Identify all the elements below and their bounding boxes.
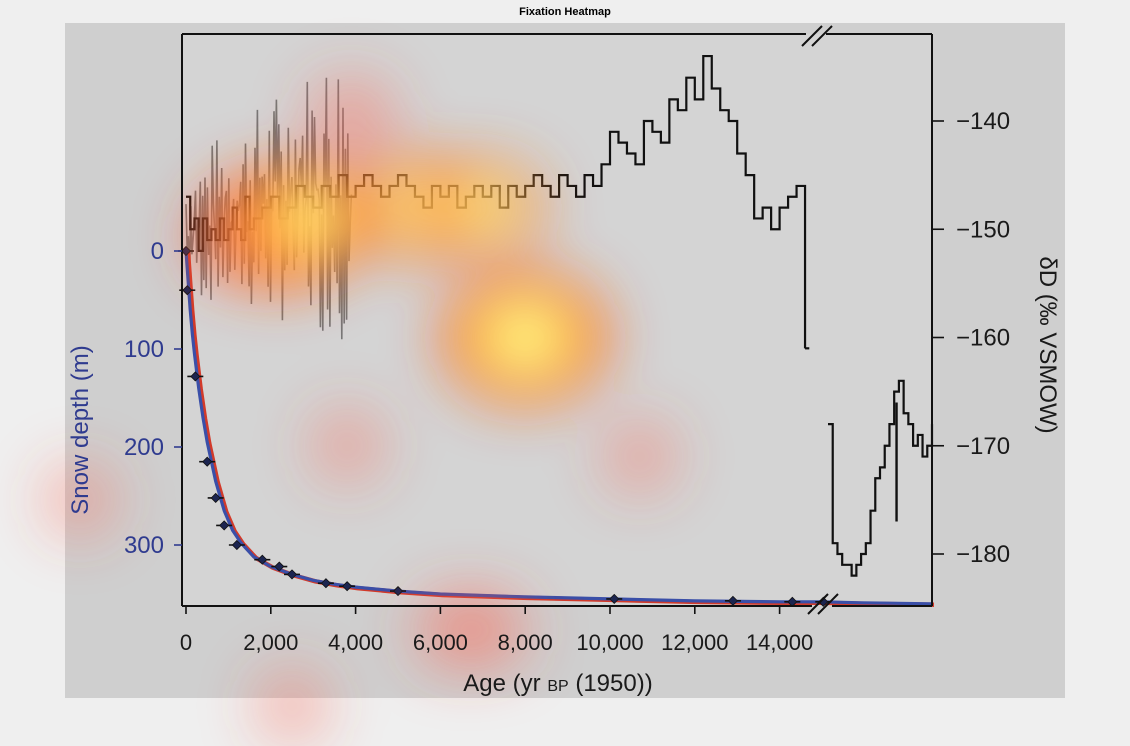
y-right-tick-label: −150	[956, 216, 1010, 243]
isotope-line-late	[828, 379, 934, 577]
y-left-tick-label: 100	[124, 336, 164, 363]
tie-point	[257, 554, 268, 565]
tie-point	[231, 539, 242, 551]
tie-point	[342, 581, 353, 592]
y-right-tick-label: −170	[956, 433, 1010, 460]
y-right-axis-label: δD (‰ VSMOW)	[1034, 256, 1061, 433]
x-tick-label: 10,000	[576, 630, 643, 655]
y-right-tick-label: −180	[956, 541, 1010, 568]
x-tick-label: 6,000	[413, 630, 468, 655]
tie-point	[392, 585, 404, 597]
y-left-tick-label: 300	[124, 532, 164, 559]
fixation-blob	[438, 577, 544, 683]
x-tick-label: 8,000	[498, 630, 553, 655]
depth-age-line	[184, 250, 933, 606]
axis-break-mark	[817, 593, 839, 615]
x-axis-label-tail: (1950))	[575, 670, 652, 697]
x-axis-label-sub: BP	[547, 678, 568, 695]
tie-point	[202, 456, 213, 467]
tie-point	[219, 520, 230, 531]
axis-break-mark	[811, 25, 833, 47]
x-tick-label: 14,000	[746, 630, 813, 655]
tie-point	[274, 561, 285, 572]
axis-ticks: 0 2,000 4,000 6,000 8,000 10,000 12,000 14,000 0…	[124, 108, 1010, 655]
axis-break-mark	[807, 593, 829, 615]
tie-point	[609, 593, 620, 604]
fixation-blob	[411, 150, 554, 265]
y-left-axis-label: Snow depth (m)	[67, 345, 94, 514]
x-tick-label: 0	[180, 630, 192, 655]
y-right-tick-label: −140	[956, 108, 1010, 135]
plot-frame	[181, 25, 933, 615]
tie-point	[190, 371, 201, 382]
axis-break-mark	[801, 25, 823, 47]
y-left-tick-label: 200	[124, 434, 164, 461]
fixation-blob	[292, 62, 411, 180]
x-axis-label-main: Age (yr	[463, 670, 540, 697]
fixation-blob	[296, 395, 398, 497]
fixation-blob	[430, 261, 620, 414]
x-tick-label: 12,000	[661, 630, 728, 655]
fixation-heatmap	[29, 62, 691, 746]
x-tick-label: 2,000	[243, 630, 298, 655]
tie-point	[286, 569, 298, 580]
tie-point	[182, 285, 193, 296]
fixation-blob	[589, 405, 691, 508]
x-tick-label: 4,000	[328, 630, 383, 655]
fixation-blob	[29, 449, 131, 551]
fixation-blob	[241, 654, 343, 746]
tie-point	[320, 578, 331, 589]
figure-title: Fixation Heatmap	[519, 6, 611, 18]
fixation-blob	[173, 185, 284, 295]
y-right-tick-label: −160	[956, 325, 1010, 352]
x-axis-label: Age (yr BP (1950))	[463, 670, 652, 697]
y-left-tick-label: 0	[151, 238, 164, 265]
tie-point	[210, 492, 221, 504]
depth-age-series	[178, 245, 935, 608]
